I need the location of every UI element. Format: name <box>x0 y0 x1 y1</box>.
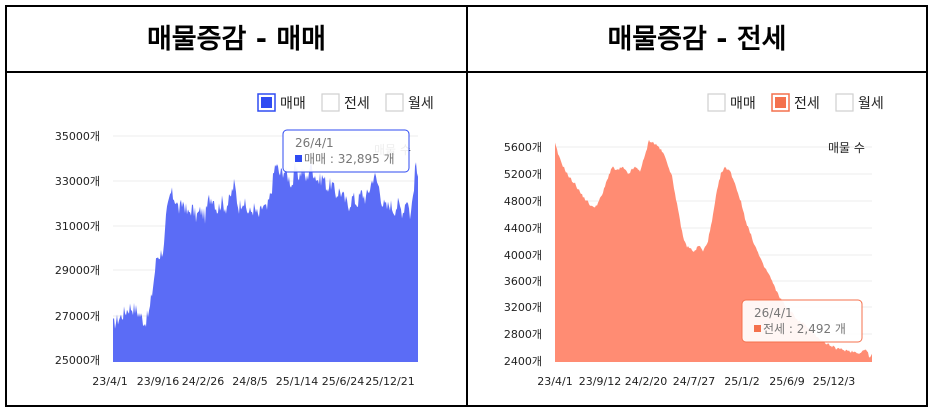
tooltip-box <box>741 299 863 343</box>
legend-label: 매매 <box>730 96 756 112</box>
header-divider <box>5 71 928 73</box>
y-tick-label: 5200개 <box>504 168 542 181</box>
x-tick-label: 25/1/2 <box>724 375 759 388</box>
y-tick-label: 4400개 <box>504 222 542 235</box>
y-tick-label: 27000개 <box>55 310 100 323</box>
x-tick-label: 25/1/14 <box>276 375 318 388</box>
x-tick-label: 23/9/12 <box>579 375 621 388</box>
legend-checkbox[interactable] <box>835 93 854 112</box>
tooltip-swatch <box>295 155 302 162</box>
legend-label: 매매 <box>280 96 306 112</box>
x-tick-label: 24/2/20 <box>625 375 667 388</box>
x-tick-label: 23/4/1 <box>92 375 127 388</box>
tooltip-date: 26/4/1 <box>754 306 793 320</box>
y-tick-label: 31000개 <box>55 220 100 233</box>
legend-checkbox[interactable] <box>321 93 340 112</box>
tooltip-date: 26/4/1 <box>295 136 334 150</box>
x-tick-label: 25/6/9 <box>769 375 804 388</box>
y-tick-label: 3600개 <box>504 275 542 288</box>
tooltip-value: 매매 : 32,895 개 <box>304 152 395 166</box>
series-area-매매 <box>113 159 418 362</box>
legend-item-매매[interactable]: 매매 <box>707 93 756 112</box>
legend-item-월세[interactable]: 월세 <box>835 93 884 112</box>
legend-item-월세[interactable]: 월세 <box>385 93 434 112</box>
x-tick-label: 23/9/16 <box>137 375 179 388</box>
legend-checkbox[interactable] <box>707 93 726 112</box>
legend-label: 월세 <box>408 96 434 112</box>
tooltip-box <box>282 129 410 173</box>
x-tick-label: 25/6/24 <box>322 375 364 388</box>
x-tick-label: 23/4/1 <box>537 375 572 388</box>
tooltip-value: 전세 : 2,492 개 <box>763 322 846 336</box>
y-tick-label: 25000개 <box>55 354 100 367</box>
y-tick-label: 29000개 <box>55 264 100 277</box>
panel-title-sale: 매물증감 - 매매 <box>146 24 327 55</box>
x-tick-label: 24/7/27 <box>673 375 715 388</box>
y-tick-label: 2800개 <box>504 328 542 341</box>
y-tick-label: 35000개 <box>55 130 100 143</box>
legend-label: 전세 <box>344 96 370 112</box>
legend-item-전세[interactable]: 전세 <box>771 93 820 112</box>
series-area-전세 <box>555 139 872 362</box>
series-annotation: 매물 수 <box>828 141 865 155</box>
chart-jeonse: 2400개 2800개 3200개 3600개 4000개 4400개 4800개 5200개… <box>504 93 884 388</box>
panel-title-jeonse: 매물증감 - 전세 <box>607 24 787 55</box>
x-tick-label: 25/12/3 <box>813 375 855 388</box>
tooltip: 26/4/1 매매 : 32,895 개 <box>282 129 410 173</box>
panel-divider <box>466 5 468 407</box>
x-tick-label: 25/12/21 <box>365 375 414 388</box>
legend-check-fill <box>775 97 786 108</box>
legend-item-매매[interactable]: 매매 <box>257 93 306 112</box>
legend-label: 전세 <box>794 96 820 112</box>
y-tick-label: 4000개 <box>504 249 542 262</box>
y-tick-label: 2400개 <box>504 355 542 368</box>
tooltip-swatch <box>754 325 761 332</box>
y-tick-label: 33000개 <box>55 175 100 188</box>
legend-item-전세[interactable]: 전세 <box>321 93 370 112</box>
x-tick-label: 24/2/26 <box>182 375 224 388</box>
legend-label: 월세 <box>858 96 884 112</box>
legend-check-fill <box>261 97 272 108</box>
chart-sale: 25000개 27000개 29000개 31000개 33000개 35000개 23/4… <box>55 93 434 388</box>
x-tick-label: 24/8/5 <box>232 375 267 388</box>
y-tick-label: 3200개 <box>504 301 542 314</box>
y-tick-label: 5600개 <box>504 141 542 154</box>
tooltip: 26/4/1 전세 : 2,492 개 <box>741 299 863 343</box>
legend-checkbox[interactable] <box>385 93 404 112</box>
y-tick-label: 4800개 <box>504 195 542 208</box>
